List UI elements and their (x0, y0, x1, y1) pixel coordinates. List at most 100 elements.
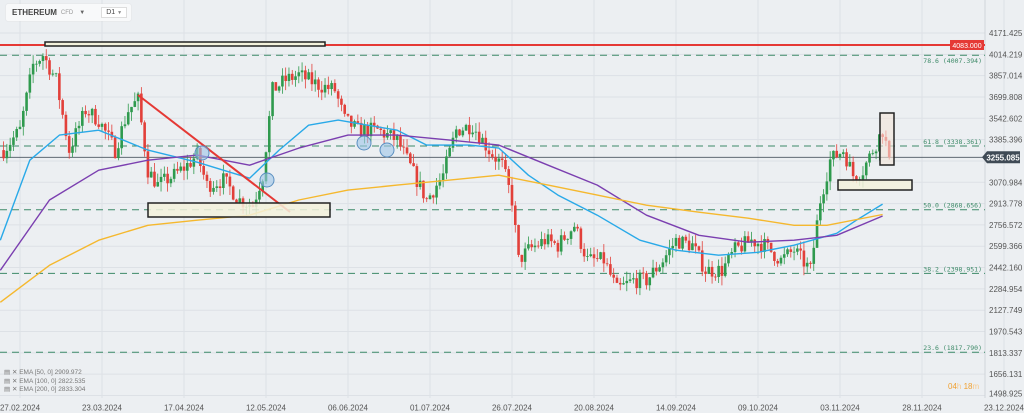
instrument-selector[interactable]: ETHEREUM CFD ▼ D1 ▼ (6, 4, 132, 21)
candle-body (44, 56, 48, 61)
candle-body (769, 242, 773, 252)
candle-body (723, 263, 727, 276)
candle-body (84, 110, 87, 115)
candle-body (340, 98, 343, 105)
candle-body (717, 265, 720, 278)
candle-body (868, 153, 871, 163)
candle-body (845, 152, 848, 167)
candle-body (422, 180, 425, 199)
ema-lines (0, 119, 883, 303)
candle-body (438, 179, 442, 186)
candle-body (225, 173, 228, 177)
candle-body (363, 125, 366, 137)
timeframe-select[interactable]: D1 ▼ (101, 7, 128, 18)
candle-body (412, 163, 415, 167)
candle-body (231, 186, 235, 200)
candle-body (533, 245, 537, 248)
candle-body (625, 280, 629, 284)
timer-hours: 04 (948, 382, 957, 391)
candle-body (605, 263, 609, 265)
candle-body (264, 152, 268, 182)
candle-body (179, 166, 183, 171)
candle-body (235, 199, 238, 203)
candle-body (792, 251, 796, 253)
fib-levels: 78.6 (4007.394) 61.8 (3338.361) 50.0 (2868… (0, 54, 985, 353)
candle-body (294, 76, 297, 80)
candle-body (172, 168, 176, 179)
x-tick-label: 14.09.2024 (656, 404, 697, 413)
candle-body (753, 239, 757, 247)
legend-item-ema50[interactable]: ▤ ✕ EMA [50, 0] 2909.972 (4, 369, 82, 376)
candle-body (130, 106, 133, 113)
candle-body (120, 126, 123, 149)
candle-body (871, 153, 875, 155)
candle-body (477, 131, 481, 144)
candle-body (612, 274, 615, 278)
candle-body (468, 124, 471, 135)
candle-body (185, 163, 189, 171)
candle-body (12, 137, 15, 145)
timeframe-value: D1 (106, 9, 116, 16)
candle-body (54, 73, 58, 75)
candle-body (428, 195, 432, 200)
candle-body (559, 235, 563, 252)
fib-label: 50.0 (2868.656) (923, 202, 982, 210)
candle-body (497, 158, 501, 162)
candle-body (307, 72, 310, 80)
resistance-price-label: 4083.000 (952, 43, 981, 50)
candle-body (287, 73, 291, 82)
legend-item-ema100[interactable]: ▤ ✕ EMA [100, 0] 2822.535 (4, 377, 86, 385)
candle-body (563, 235, 566, 240)
range-box-support (147, 202, 331, 218)
candle-body (550, 234, 553, 242)
x-tick-label: 23.03.2024 (82, 404, 123, 413)
candle-body (828, 159, 832, 182)
candle-body (464, 124, 468, 131)
candle-body (700, 250, 704, 272)
candle-body (573, 226, 576, 232)
chevron-down-icon[interactable]: ▼ (79, 9, 86, 16)
candle-body (300, 70, 304, 73)
legend-item-ema200[interactable]: ▤ ✕ EMA [200, 0] 2833.304 (4, 386, 86, 393)
candle-body (87, 114, 91, 116)
candle-body (2, 150, 5, 159)
candle-body (395, 135, 399, 140)
candle-body (773, 251, 776, 261)
candle-body (707, 266, 711, 274)
candle-body (67, 136, 71, 153)
candle-body (668, 248, 671, 256)
candle-body (290, 73, 294, 80)
candle-body (504, 159, 507, 170)
candle-body (336, 91, 340, 99)
candle-body (366, 125, 369, 137)
candle-body (727, 253, 730, 264)
candle-body (327, 84, 330, 90)
candle-body (756, 243, 760, 247)
candle-body (746, 236, 750, 243)
candle-body (651, 267, 655, 278)
y-tick-label: 2913.778 (989, 200, 1023, 209)
candle-body (58, 73, 61, 101)
candle-body (697, 246, 701, 251)
candle-body (454, 129, 458, 138)
candle-body (372, 122, 376, 126)
candle-body (71, 146, 74, 153)
candle-body (100, 123, 104, 127)
candle-body (658, 267, 661, 272)
candle-body (855, 176, 858, 180)
resistance-price-badge (950, 39, 984, 50)
candle-body (415, 166, 419, 187)
candle-body (402, 146, 406, 148)
x-tick-label: 17.04.2024 (164, 404, 205, 413)
candle-body (513, 205, 517, 226)
candle-body (635, 278, 638, 289)
timer-unit: h (956, 382, 962, 391)
candle-body (655, 267, 658, 272)
candle-body (832, 150, 835, 160)
candle-body (520, 254, 524, 262)
ema-line (0, 119, 883, 256)
candle-body (313, 79, 317, 85)
candle-body (553, 241, 556, 243)
y-tick-label: 1656.131 (989, 370, 1023, 379)
